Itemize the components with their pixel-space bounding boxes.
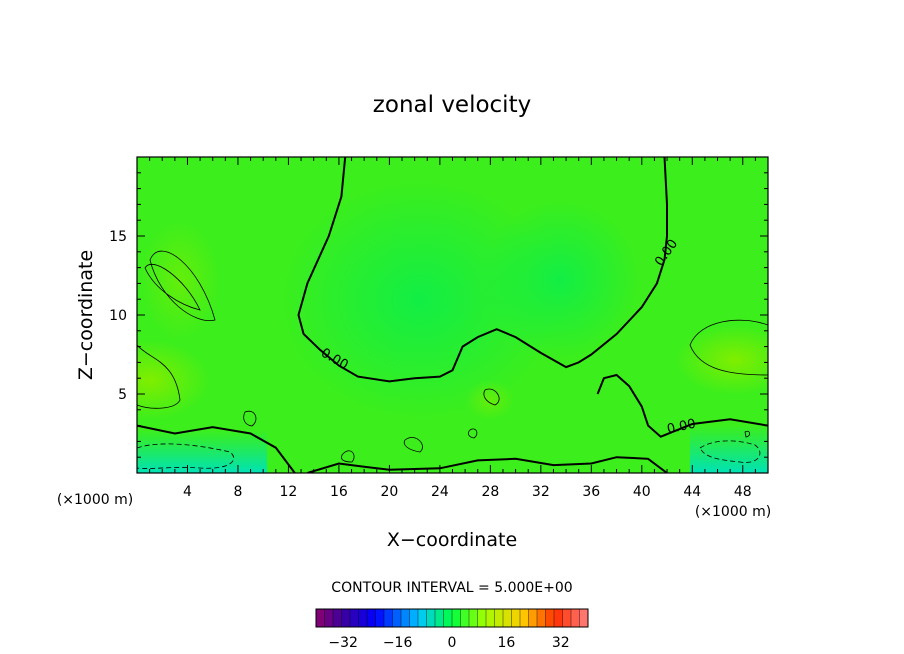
field-negative-region [690,425,768,473]
x-unit-right: (×1000 m) [695,504,771,520]
field-core-region [280,180,560,420]
contour-line [403,437,423,453]
field-positive-region [675,325,768,395]
colorbar-cell [384,609,393,627]
colorbar-tick-label: 32 [552,635,570,651]
colorbar-cell [350,609,359,627]
colorbar-cell [392,609,402,627]
colorbar-cell [316,609,325,627]
axis-ticks [137,157,768,473]
colorbar [315,608,589,628]
x-tick-label: 44 [683,484,701,500]
colorbar-cell [460,609,470,627]
y-tick-label: 5 [118,387,127,403]
colorbar-cell [418,609,427,627]
colorbar-frame [315,608,589,628]
contour-line [243,410,257,427]
x-tick-label: 4 [183,484,192,500]
x-tick-label: 48 [734,484,752,500]
y-tick-label: 10 [109,308,127,324]
colorbar-cell [477,609,487,627]
contour-lines [137,157,768,473]
colorbar-cell [435,609,444,627]
colorbar-tick-label: −32 [328,635,358,651]
colorbar-cell [341,609,351,627]
colorbar-cell [333,609,342,627]
colorbar-cell [545,609,555,627]
colorbar-cell [511,609,521,627]
colorbar-cell [409,609,419,627]
colorbar-cell [520,609,529,627]
contour-line [483,388,500,406]
x-tick-label: 40 [633,484,651,500]
field-positive-region [137,340,210,420]
contour-interval-label: CONTOUR INTERVAL = 5.000E+00 [331,580,572,596]
x-tick-label: 32 [532,484,550,500]
chart-title: zonal velocity [373,92,531,118]
contour-line [467,428,478,439]
field-core-region [480,200,640,360]
colorbar-tick-label: 0 [448,635,457,651]
colorbar-cell [571,609,580,627]
contour-line [341,450,355,463]
field-positive-region [465,380,515,420]
field-negative-region [137,430,267,473]
contour-line [144,263,201,311]
colorbar-cell [401,609,410,627]
zero-contour-line [137,424,296,473]
x-axis-label: X−coordinate [387,529,517,551]
colorbar-cell [579,609,589,627]
contour-line [137,344,181,409]
zero-contour-line [596,373,768,438]
colorbar-cell [494,609,504,627]
colorbar-cell [324,609,334,627]
colorbar-cell [426,609,436,627]
zero-contour-line [307,456,668,473]
x-tick-label: 28 [481,484,499,500]
colorbar-cell [358,609,368,627]
zero-contour-line [297,157,668,383]
x-tick-label: 8 [233,484,242,500]
colorbar-cell [486,609,495,627]
contour-line [689,319,768,376]
x-tick-label: 20 [380,484,398,500]
negative-contour-line [137,443,235,469]
x-tick-label: 16 [330,484,348,500]
colorbar-cell [443,609,453,627]
colorbar-cell [528,609,538,627]
negative-contour-line [699,440,761,463]
y-axis-label: Z−coordinate [75,250,97,380]
colorbar-cell [375,609,385,627]
colorbar-tick-label: −16 [383,635,413,651]
plot-field [137,157,768,473]
colorbar-tick-labels: −32 −16 0 16 32 [328,635,569,651]
colorbar-cell [452,609,461,627]
colorbar-tick-label: 16 [497,635,515,651]
colorbar-cell [367,609,376,627]
colorbar-cell [562,609,572,627]
colorbar-cell [469,609,478,627]
y-tick-label: 15 [109,229,127,245]
colorbar-cell [503,609,512,627]
x-tick-label: 36 [582,484,600,500]
contour-label: 0.00 [666,417,697,438]
colorbar-cell [537,609,546,627]
x-tick-label: 24 [431,484,449,500]
contour-line [744,430,751,438]
colorbar-cell [554,609,563,627]
x-unit-left: (×1000 m) [57,492,133,508]
x-tick-label: 12 [280,484,298,500]
